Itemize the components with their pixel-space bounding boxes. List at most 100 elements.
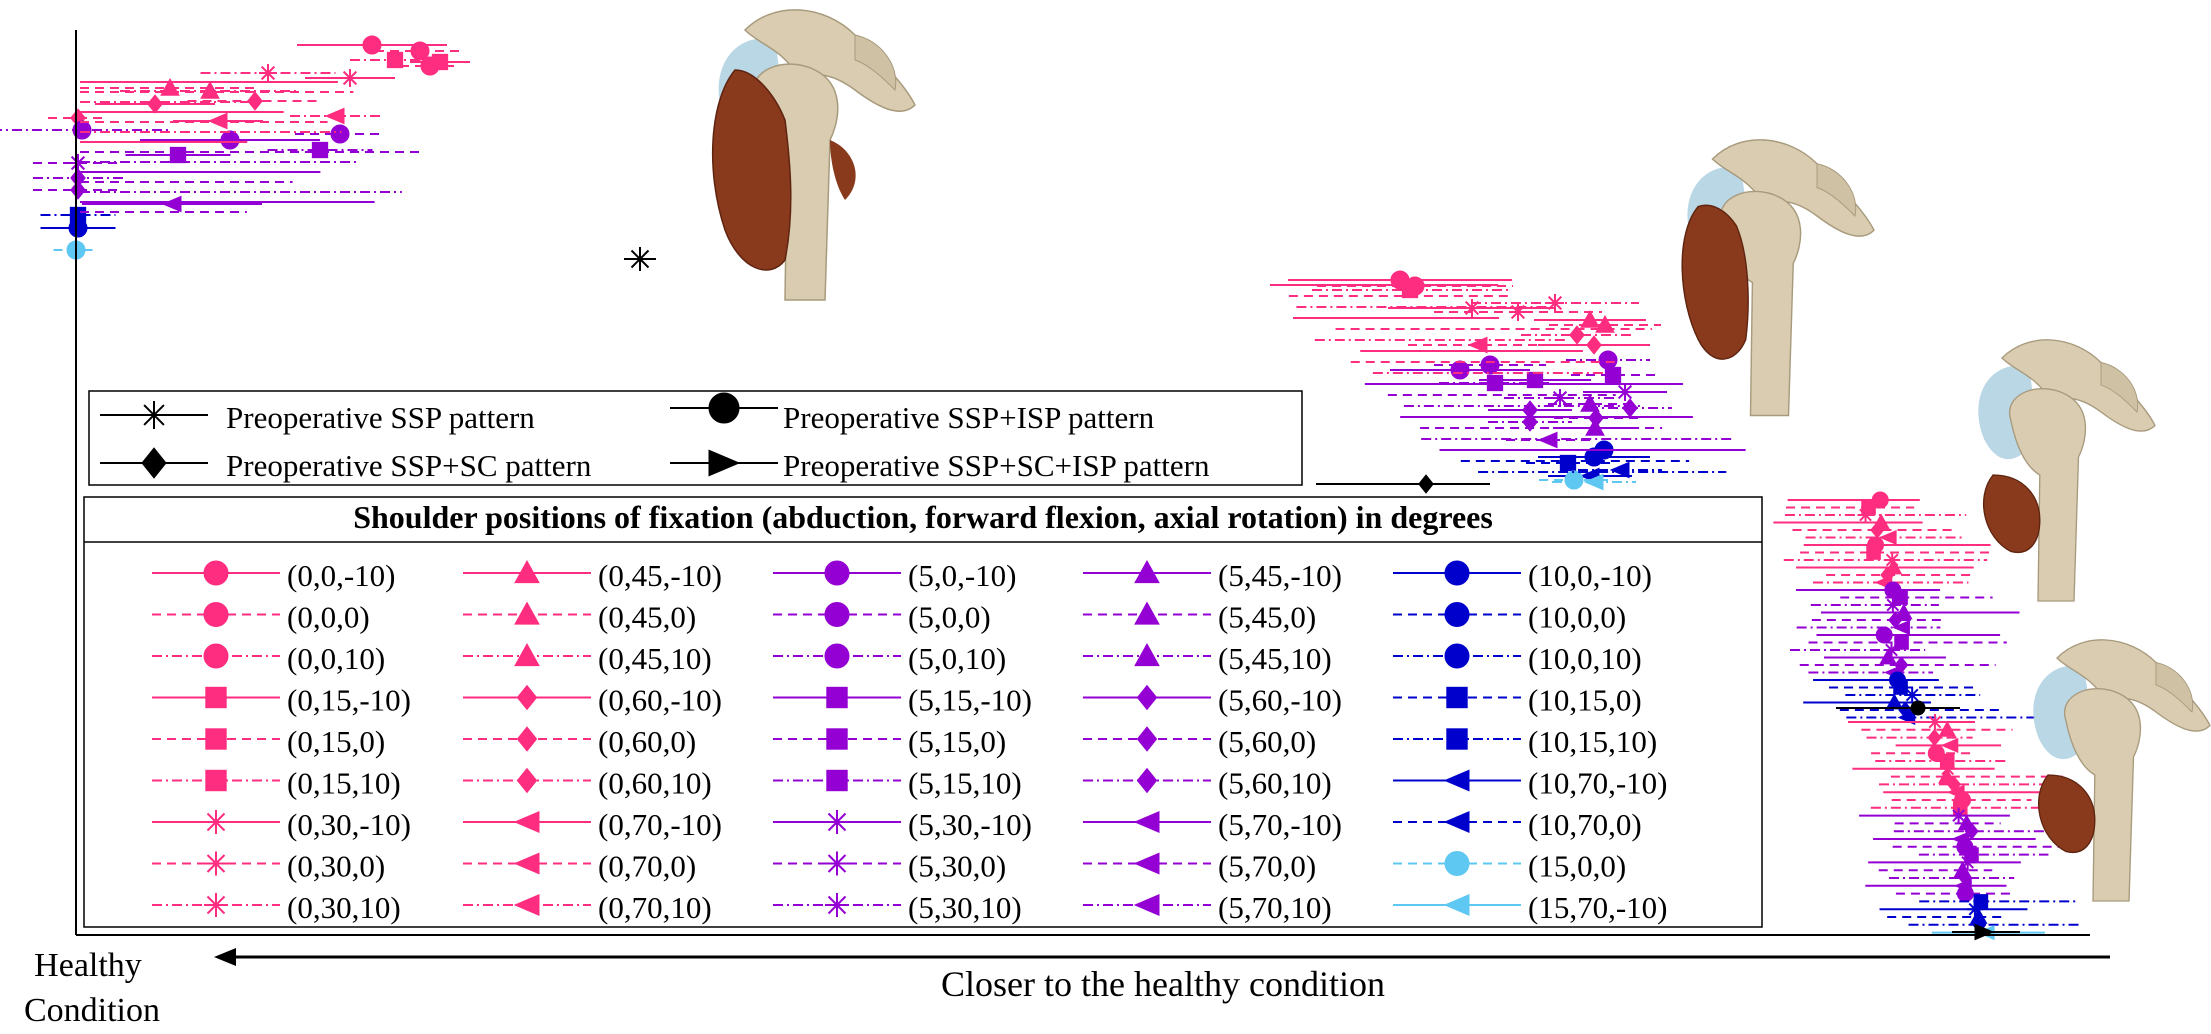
legend-label: (0,70,10) bbox=[598, 890, 712, 925]
legend-entry: (0,0,10) bbox=[152, 641, 385, 676]
legend-label: (0,45,-10) bbox=[598, 558, 722, 593]
data-point bbox=[330, 124, 350, 144]
data-point bbox=[386, 51, 404, 69]
data-point bbox=[1879, 648, 1897, 665]
data-point bbox=[1904, 687, 1921, 703]
legend-marker bbox=[204, 810, 228, 834]
data-point bbox=[1973, 894, 1989, 909]
legend-label: (0,45,10) bbox=[598, 641, 712, 676]
legend-entry: (5,0,10) bbox=[773, 641, 1006, 676]
data-point bbox=[68, 218, 88, 238]
legend-label: (5,30,0) bbox=[908, 849, 1006, 884]
legend-entry: (5,60,-10) bbox=[1083, 683, 1342, 718]
data-point bbox=[1893, 680, 1908, 695]
shoulder-illustration bbox=[1681, 139, 1875, 417]
ssp-isp-pattern-marker bbox=[1910, 700, 1926, 716]
shoulder-illustration bbox=[711, 9, 916, 301]
data-point bbox=[259, 64, 277, 82]
pattern-ssp-label: Preoperative SSP pattern bbox=[226, 400, 535, 435]
legend-entry: (0,70,-10) bbox=[463, 807, 722, 842]
legend-marker bbox=[203, 643, 229, 669]
data-point bbox=[1939, 760, 1956, 777]
legend-entry: (5,15,10) bbox=[773, 766, 1022, 801]
legend-label: (10,15,0) bbox=[1528, 683, 1642, 718]
legend-entry: (0,30,10) bbox=[152, 890, 401, 925]
legend-marker bbox=[1134, 559, 1160, 584]
data-point bbox=[341, 69, 359, 87]
legend-marker bbox=[204, 851, 228, 876]
data-point bbox=[200, 80, 220, 99]
legend-label: (0,60,0) bbox=[598, 724, 696, 759]
legend-marker bbox=[1133, 852, 1160, 875]
legend-marker bbox=[1136, 726, 1158, 752]
pattern-marker bbox=[141, 447, 167, 479]
legend-entry: (15,0,0) bbox=[1393, 849, 1626, 884]
data-point bbox=[1950, 807, 1967, 824]
legend-label: (5,45,0) bbox=[1218, 600, 1316, 635]
data-point bbox=[362, 35, 382, 55]
data-point bbox=[1598, 350, 1618, 370]
data-point bbox=[220, 130, 240, 150]
legend-marker bbox=[205, 769, 227, 792]
data-point bbox=[147, 94, 163, 114]
data-point bbox=[1938, 767, 1956, 784]
legend-label: (5,60,0) bbox=[1218, 724, 1316, 759]
legend-marker bbox=[826, 686, 848, 709]
data-point bbox=[1956, 885, 1974, 903]
pattern-marker bbox=[140, 401, 168, 429]
legend-marker bbox=[826, 769, 848, 792]
legend-entry: (5,30,-10) bbox=[773, 807, 1032, 842]
legend-label: (5,70,0) bbox=[1218, 849, 1316, 884]
data-point bbox=[311, 141, 329, 159]
legend-marker bbox=[514, 601, 540, 625]
legend-label: (5,30,10) bbox=[908, 890, 1022, 925]
legend-entry: (5,70,-10) bbox=[1083, 807, 1342, 842]
legend-marker bbox=[1443, 811, 1470, 833]
pattern-legend: Preoperative SSP pattern Preoperative SS… bbox=[88, 390, 1303, 486]
legend-label: (10,0,-10) bbox=[1528, 558, 1652, 593]
legend-marker bbox=[1444, 851, 1470, 876]
position-legend-entries: (0,0,-10) (0,0,0) (0,0,10) (0,15,-10) (0,15,… bbox=[152, 558, 1667, 925]
legend-entry: (0,45,-10) bbox=[463, 558, 722, 593]
data-point bbox=[1604, 366, 1622, 384]
legend-label: (0,15,-10) bbox=[287, 683, 411, 718]
legend-label: (5,30,-10) bbox=[908, 807, 1032, 842]
legend-label: (5,45,-10) bbox=[1218, 558, 1342, 593]
legend-label: (5,0,-10) bbox=[908, 558, 1016, 593]
legend-entry: (0,0,-10) bbox=[152, 558, 395, 593]
legend-marker bbox=[516, 726, 538, 752]
legend-entry: (0,15,10) bbox=[152, 766, 401, 801]
legend-entry: (5,30,10) bbox=[773, 890, 1022, 925]
legend-entry: (5,45,10) bbox=[1083, 641, 1332, 676]
legend-marker bbox=[203, 560, 229, 586]
data-point bbox=[1551, 389, 1569, 407]
legend-label: (10,70,-10) bbox=[1528, 766, 1667, 801]
legend-label: (10,15,10) bbox=[1528, 724, 1657, 759]
legend-label: (5,45,10) bbox=[1218, 641, 1332, 676]
data-marks bbox=[0, 35, 2081, 941]
legend-marker bbox=[825, 810, 849, 834]
legend-entry: (5,70,10) bbox=[1083, 890, 1332, 925]
legend-label: (0,0,10) bbox=[287, 641, 385, 676]
legend-entry: (10,0,10) bbox=[1393, 641, 1642, 676]
legend-entry: (5,15,-10) bbox=[773, 683, 1032, 718]
legend-marker bbox=[1444, 602, 1470, 627]
legend-label: (0,15,0) bbox=[287, 724, 385, 759]
legend-label: (0,30,0) bbox=[287, 849, 385, 884]
data-point bbox=[1884, 597, 1901, 613]
position-legend: Shoulder positions of fixation (abductio… bbox=[83, 496, 1763, 928]
data-point bbox=[1894, 635, 1909, 650]
legend-entry: (10,70,0) bbox=[1393, 807, 1642, 842]
data-point bbox=[1892, 619, 1910, 636]
data-point bbox=[1927, 728, 1942, 747]
legend-entry: (0,60,-10) bbox=[463, 683, 722, 718]
legend-entry: (0,30,-10) bbox=[152, 807, 411, 842]
legend-label: (0,15,10) bbox=[287, 766, 401, 801]
legend-entry: (0,70,10) bbox=[463, 890, 712, 925]
data-point bbox=[70, 180, 86, 200]
pattern-marker bbox=[708, 449, 741, 477]
legend-label: (5,0,0) bbox=[908, 600, 991, 635]
healthy-label-line1: Healthy bbox=[34, 947, 142, 984]
legend-entry: (0,0,0) bbox=[152, 600, 370, 635]
